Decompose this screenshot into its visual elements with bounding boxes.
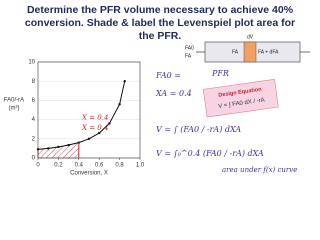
x-tick-label: 0.6 <box>95 163 104 169</box>
x-tick-label: 0.8 <box>115 163 124 169</box>
curve <box>37 81 126 150</box>
y-unit: (m³) <box>9 106 20 112</box>
y-tick-label: 6 <box>32 98 36 104</box>
title: Determine the PFR volume necessary to ac… <box>25 4 295 42</box>
label: FA + dFA <box>258 49 279 55</box>
point <box>123 80 126 83</box>
point <box>67 143 70 147</box>
x-tick-label: 0.4 <box>75 163 84 169</box>
title-line: the PFR. <box>139 30 182 42</box>
y-tick-label: 0 <box>32 156 36 162</box>
label: FA0 <box>185 45 194 51</box>
shaded-area <box>37 142 80 159</box>
x-tick-label: 0.2 <box>54 163 63 169</box>
point <box>47 147 50 150</box>
x-label: Conversion, X <box>70 171 108 177</box>
design-box: Design Equation V = ∫ FA0 dX / -rA <box>202 79 279 118</box>
y-tick-label: 4 <box>32 117 36 123</box>
note: X = 0.4 <box>81 124 108 132</box>
title-line: conversion. Shade & label the Levenspiel… <box>25 17 295 29</box>
slide: Determine the PFR volume necessary to ac… <box>4 4 310 177</box>
title-line: Determine the PFR volume necessary to ac… <box>27 4 294 16</box>
levenspiel-plot: FA0/-rA (m³) Conversion, X X = 0.4 X = 0… <box>4 60 145 177</box>
label: FA <box>185 53 192 59</box>
note: X = 0.4 <box>81 114 108 122</box>
reactor-diagram: dV FA0 FA FA FA + dFA <box>185 34 310 63</box>
note: PFR <box>211 69 229 78</box>
plot-frame <box>37 61 141 159</box>
point <box>118 103 121 106</box>
label: dV <box>247 34 254 40</box>
equation: V = ∫₀^0.4 (FA0 / -rA) dXA <box>156 149 264 158</box>
point <box>87 137 91 140</box>
handwriting: FA0 = XA = 0.4 PFR Design Equation V = ∫… <box>155 69 297 174</box>
y-tick-label: 8 <box>32 79 36 85</box>
label: FA <box>232 49 239 55</box>
y-tick-label: 10 <box>28 60 35 66</box>
point <box>98 131 101 135</box>
note: XA = 0.4 <box>155 89 192 98</box>
slice <box>243 41 257 63</box>
x-tick-label: 1.0 <box>136 163 145 169</box>
box <box>202 79 279 118</box>
point <box>36 148 40 151</box>
note: FA0 = <box>155 71 181 80</box>
equation: area under f(x) curve <box>222 166 297 174</box>
equation: V = ∫ (FA0 / -rA) dXA <box>156 125 241 134</box>
y-tick-label: 2 <box>32 136 36 142</box>
x-tick-label: 0 <box>36 163 40 169</box>
point <box>57 145 60 149</box>
y-label: FA0/-rA <box>4 98 24 104</box>
point <box>108 122 111 125</box>
